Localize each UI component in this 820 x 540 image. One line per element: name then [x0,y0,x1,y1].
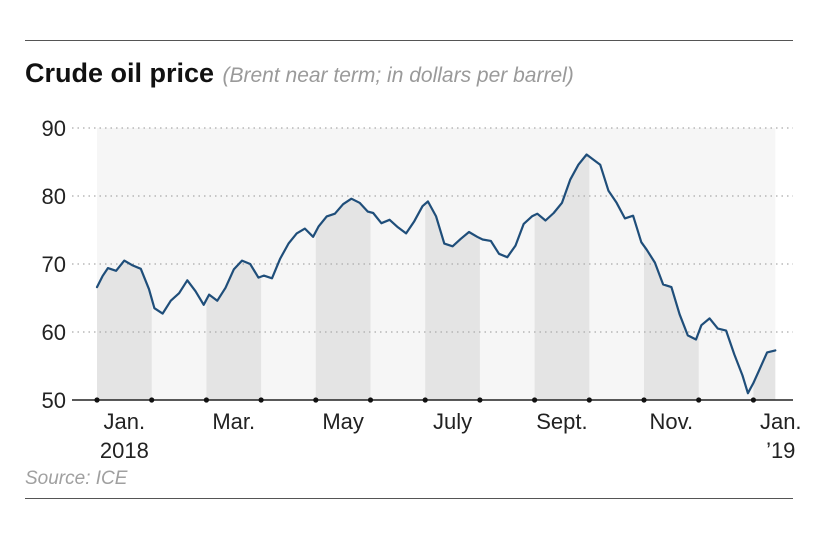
y-tick-label-70: 70 [42,252,66,277]
x-axis-dot-3 [258,397,264,403]
x-axis-dot-8 [532,397,538,403]
x-axis-dot-12 [750,397,757,403]
x-tick-label-10: Nov. [650,409,694,434]
x-axis-dot-5 [367,397,374,403]
shaded-band-5 [644,246,699,400]
shaded-band-4 [534,154,590,400]
x-tick-sublabel-12: ’19 [766,438,795,463]
x-axis-dot-1 [149,397,155,403]
y-tick-label-90: 90 [42,116,66,141]
x-axis-dot-4 [313,397,319,403]
x-tick-sublabel-0: 2018 [100,438,149,463]
x-tick-label-8: Sept. [536,409,587,434]
chart-title-block: Crude oil price (Brent near term; in dol… [25,58,574,89]
x-axis-dot-6 [422,397,428,403]
x-axis-dot-11 [696,397,702,403]
x-tick-label-0: Jan. [104,409,146,434]
x-axis-dot-7 [477,397,483,403]
x-tick-label-4: May [322,409,364,434]
x-tick-label-6: July [433,409,472,434]
line-chart: 50 60 70 80 90 Jan. 2018 Mar. May July Sept. Nov. Ja… [42,116,802,463]
price-series-line [95,153,777,395]
chart-subtitle: (Brent near term; in dollars per barrel) [222,64,574,87]
chart-title: Crude oil price [25,58,215,88]
x-tick-label-2: Mar. [212,409,255,434]
x-axis-dot-2 [203,397,209,403]
shaded-band-0 [97,260,152,400]
x-tick-label-12: Jan. [760,409,802,434]
y-tick-label-50: 50 [42,388,66,413]
shaded-band-6 [753,350,776,400]
y-tick-label-80: 80 [42,184,66,209]
y-tick-label-60: 60 [42,320,66,345]
bottom-rule [25,498,793,499]
shaded-band-2 [315,198,371,400]
source-note: Source: ICE [25,468,128,489]
x-axis-dot-9 [586,397,592,403]
shaded-band-1 [206,260,262,400]
x-axis-dot-10 [641,397,647,403]
top-rule [25,40,793,41]
shaded-band-3 [425,201,480,400]
x-axis-dot-0 [94,397,100,403]
